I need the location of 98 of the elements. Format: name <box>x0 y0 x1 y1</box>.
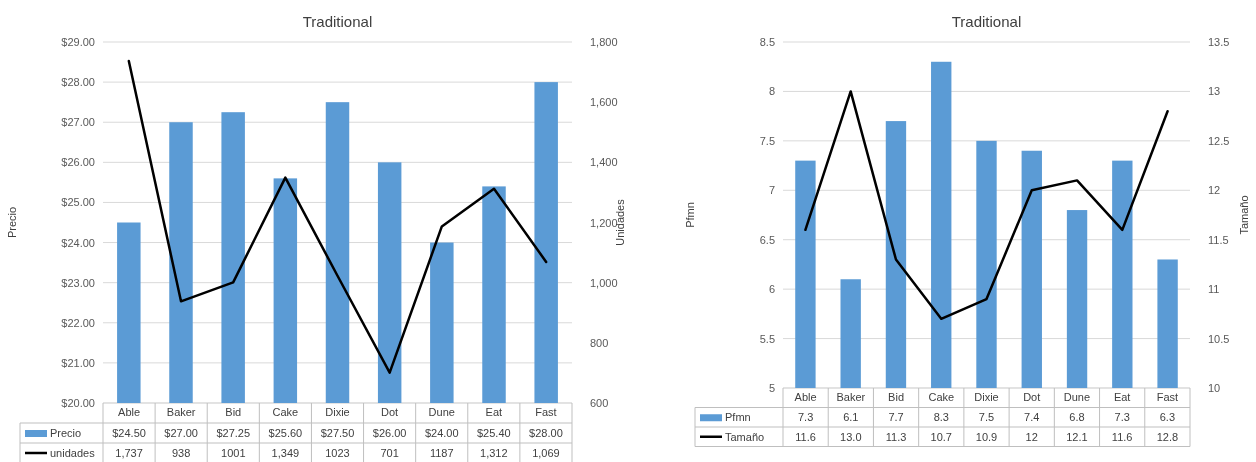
data-label: 6.8 <box>1069 411 1085 424</box>
y-tick-label: 6 <box>768 283 775 296</box>
y2-tick-label: 12.5 <box>1208 134 1230 147</box>
line-series <box>804 90 1169 321</box>
y-tick-label: 8 <box>768 85 775 98</box>
data-label: 1,349 <box>271 447 300 459</box>
x-tick-label: Fast <box>1156 390 1179 403</box>
chart-title: Traditional <box>951 13 1022 30</box>
data-label: 11.6 <box>1111 430 1133 443</box>
data-label: 7.4 <box>1024 411 1040 424</box>
x-tick-label: Bid <box>225 405 242 418</box>
legend-label: Precio <box>50 427 82 439</box>
data-label: $28.00 <box>529 427 563 439</box>
data-label: 1001 <box>221 447 246 459</box>
data-label: 1,312 <box>480 447 508 459</box>
x-tick-label: Cake <box>928 390 955 403</box>
x-tick-label: Eat <box>485 405 503 418</box>
data-label: $24.00 <box>424 427 459 439</box>
legend-label: unidades <box>50 447 96 459</box>
data-label: 13.0 <box>840 430 862 443</box>
data-label: 12 <box>1025 430 1038 443</box>
x-tick-label: Dot <box>1023 390 1041 403</box>
y2-tick-label: 800 <box>590 336 609 349</box>
y2-tick-label: 13 <box>1208 85 1221 98</box>
y2-tick-label: 1,000 <box>590 276 618 289</box>
y2-axis-title: Tamaño <box>1238 195 1250 235</box>
y-tick-label: $25.00 <box>61 196 95 209</box>
y-tick-label: 5 <box>768 382 775 395</box>
data-label: 1023 <box>325 447 350 459</box>
data-label: 6.1 <box>843 411 859 424</box>
y-tick-label: $28.00 <box>61 76 95 89</box>
y-tick-label: $20.00 <box>61 397 95 410</box>
data-label: 1,737 <box>115 447 143 459</box>
legend-label: Pfmn <box>725 411 751 424</box>
y-tick-label: 6.5 <box>759 233 775 246</box>
data-label: 6.3 <box>1159 411 1176 424</box>
y2-tick-label: 12 <box>1208 184 1221 197</box>
data-label: $24.50 <box>112 427 146 439</box>
data-label: 7.3 <box>797 411 814 424</box>
y2-tick-label: 1,400 <box>590 156 618 169</box>
data-label: $26.00 <box>372 427 407 439</box>
y2-tick-label: 10.5 <box>1208 332 1230 345</box>
y-tick-label: 5.5 <box>759 332 775 345</box>
data-label: 11.3 <box>885 430 907 443</box>
y-tick-label: $26.00 <box>61 156 95 169</box>
data-label: 10.7 <box>930 430 952 443</box>
y-axis-title: Pfmn <box>684 202 696 228</box>
data-label: 12.1 <box>1066 430 1088 443</box>
x-tick-label: Dixie <box>325 405 350 418</box>
data-label: 10.9 <box>975 430 998 443</box>
x-tick-label: Dune <box>428 405 455 418</box>
y-tick-label: $21.00 <box>61 356 95 369</box>
x-tick-label: Fast <box>535 405 557 418</box>
data-label: 12.8 <box>1156 430 1179 443</box>
data-label: 1187 <box>429 447 454 459</box>
legend-label: Tamaño <box>725 430 765 443</box>
data-label: 1,069 <box>532 447 560 459</box>
y2-tick-label: 1,800 <box>590 36 618 49</box>
y-tick-label: 7 <box>768 184 775 197</box>
x-tick-label: Baker <box>166 405 196 418</box>
chart-title: Traditional <box>302 13 373 30</box>
y2-tick-label: 1,600 <box>590 96 618 109</box>
data-label: 7.3 <box>1114 411 1130 424</box>
line-series <box>127 59 548 374</box>
y-tick-label: $29.00 <box>61 36 95 49</box>
data-label: $27.00 <box>164 427 198 439</box>
y-tick-label: $27.00 <box>61 116 95 129</box>
y2-tick-label: 600 <box>590 397 609 410</box>
y2-tick-label: 10 <box>1208 382 1221 395</box>
y2-tick-label: 11.5 <box>1208 233 1229 246</box>
data-label: 7.7 <box>888 411 904 424</box>
x-tick-label: Baker <box>836 390 866 403</box>
x-tick-label: Cake <box>272 405 299 418</box>
y2-tick-label: 13.5 <box>1208 36 1230 49</box>
x-tick-label: Able <box>794 390 817 403</box>
x-tick-label: Dot <box>381 405 399 418</box>
y-tick-label: 7.5 <box>759 134 775 147</box>
y2-tick-label: 11 <box>1208 283 1220 296</box>
x-tick-label: Able <box>118 405 141 418</box>
x-tick-label: Dune <box>1063 390 1091 403</box>
data-label: $25.60 <box>268 427 303 439</box>
data-label: $25.40 <box>477 427 511 439</box>
y2-tick-label: 1,200 <box>590 216 618 229</box>
data-label: 11.6 <box>795 430 816 443</box>
data-label: $27.50 <box>320 427 355 439</box>
x-tick-label: Dixie <box>974 390 999 403</box>
data-label: 8.3 <box>933 411 949 424</box>
data-label: 938 <box>171 447 191 459</box>
y-tick-label: 8.5 <box>759 36 775 49</box>
data-label: 701 <box>380 447 399 459</box>
x-tick-label: Eat <box>1113 390 1131 403</box>
x-tick-label: Bid <box>888 390 905 403</box>
y-axis-title: Precio <box>6 206 18 239</box>
y-tick-label: $24.00 <box>61 236 95 249</box>
y-tick-label: $23.00 <box>61 276 95 289</box>
y-tick-label: $22.00 <box>61 316 95 329</box>
data-label: $27.25 <box>216 427 251 439</box>
data-label: 7.5 <box>978 411 995 424</box>
